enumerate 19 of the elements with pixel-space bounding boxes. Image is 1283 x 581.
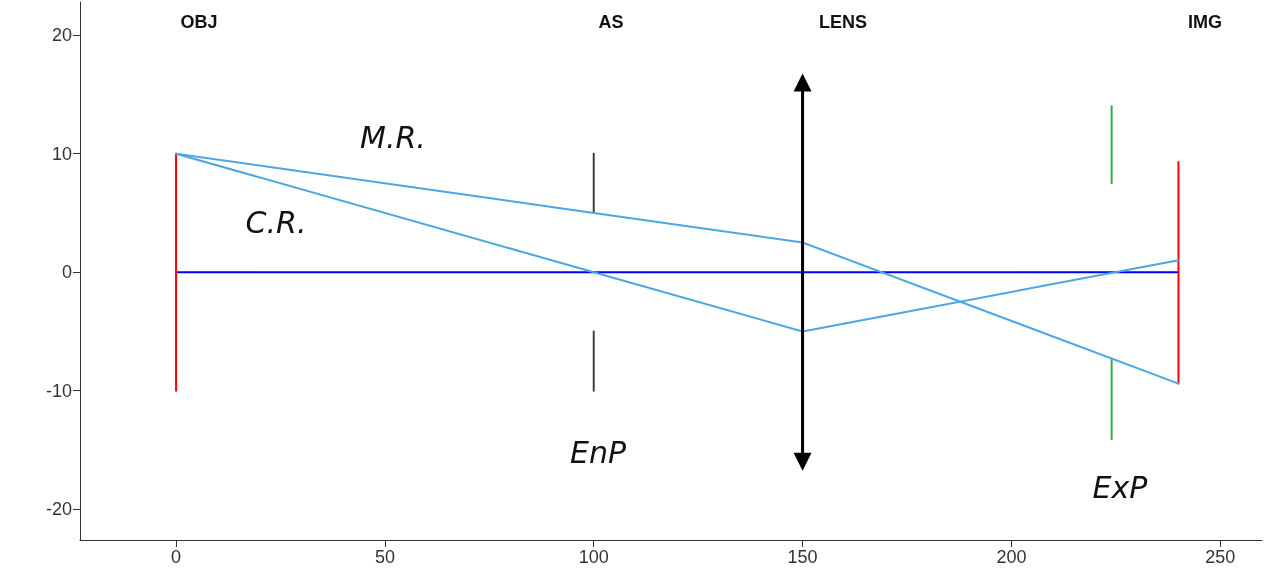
x-tick-label: 50 (374, 547, 395, 567)
annotation: ExP (1092, 469, 1149, 505)
annotation: EnP (569, 434, 627, 470)
annotation: C.R. (245, 204, 307, 240)
y-tick-label: 20 (51, 25, 72, 46)
y-tick-label: 10 (51, 143, 72, 164)
x-tick-label: 100 (578, 547, 609, 567)
x-tick-label: 0 (171, 547, 182, 567)
annotation: IMG (1188, 12, 1222, 32)
annotation: OBJ (180, 12, 218, 32)
x-tick-label: 150 (787, 547, 818, 567)
y-tick-label: -10 (45, 380, 72, 401)
x-tick-label: 200 (996, 547, 1027, 567)
x-tick-label: 250 (1205, 547, 1236, 567)
annotation: M.R. (360, 119, 426, 155)
y-tick-label: 0 (61, 262, 72, 283)
annotation: LENS (818, 12, 868, 32)
y-tick-label: -20 (45, 499, 72, 520)
annotation: AS (598, 12, 624, 32)
